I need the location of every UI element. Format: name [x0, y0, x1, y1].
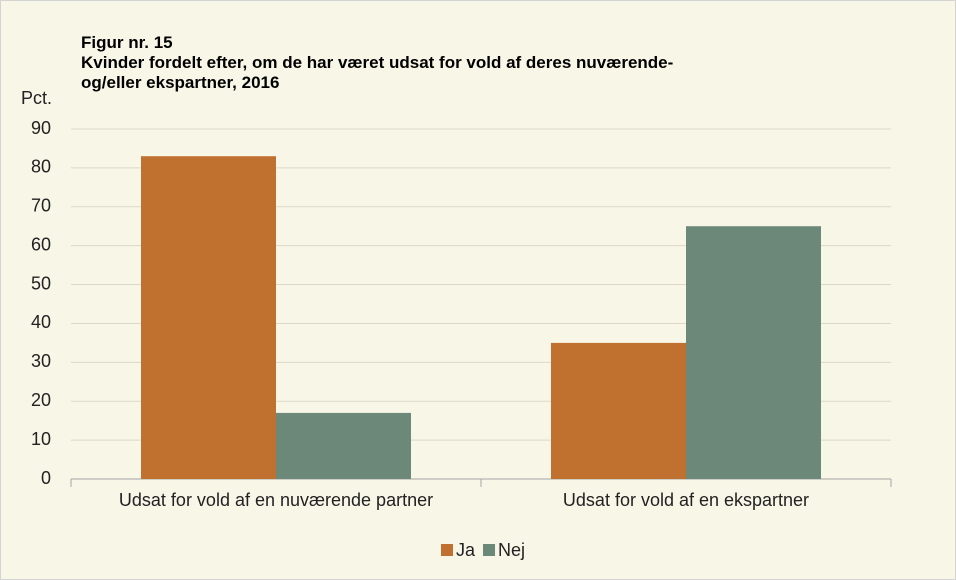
- y-tick-label: 10: [31, 429, 51, 449]
- legend-label: Ja: [456, 540, 476, 560]
- y-axis-label: Pct.: [21, 88, 52, 108]
- bar: [276, 412, 411, 479]
- y-tick-label: 0: [41, 468, 51, 488]
- y-tick-label: 50: [31, 273, 51, 293]
- legend-swatch: [483, 544, 496, 556]
- y-tick-label: 40: [31, 312, 51, 332]
- y-tick-label: 30: [31, 351, 51, 371]
- x-tick-label: Udsat for vold af en ekspartner: [563, 490, 809, 510]
- y-tick-label: 80: [31, 157, 51, 177]
- bar: [686, 226, 821, 479]
- chart-subtitle: Kvinder fordelt efter, om de har været u…: [81, 53, 674, 92]
- bar: [551, 342, 686, 479]
- x-tick-label: Udsat for vold af en nuværende partner: [119, 490, 433, 510]
- legend-label: Nej: [498, 540, 525, 560]
- y-tick-label: 90: [31, 118, 51, 138]
- chart-title: Figur nr. 15: [81, 33, 173, 52]
- y-tick-label: 60: [31, 234, 51, 254]
- legend-swatch: [441, 544, 453, 556]
- y-tick-label: 20: [31, 390, 51, 410]
- bar: [141, 156, 276, 479]
- y-tick-label: 70: [31, 196, 51, 216]
